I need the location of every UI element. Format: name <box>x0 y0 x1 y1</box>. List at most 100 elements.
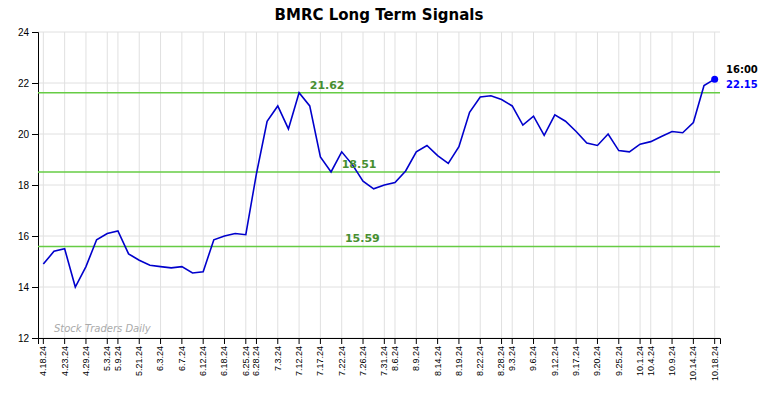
x-tick-mark <box>181 338 182 344</box>
x-grid-line <box>437 32 438 338</box>
reference-line <box>38 171 720 173</box>
x-tick-mark <box>501 338 502 344</box>
y-grid-line <box>38 134 720 135</box>
x-tick: 6.25.24 <box>241 338 251 376</box>
x-tick: 7.22.24 <box>337 338 347 376</box>
x-axis-line <box>39 339 721 345</box>
y-tick: 20 <box>18 129 38 140</box>
x-tick-mark <box>394 338 395 344</box>
y-tick: 14 <box>18 282 38 293</box>
x-tick-mark <box>117 338 118 344</box>
x-grid-line <box>43 32 44 338</box>
x-grid-line <box>107 32 108 338</box>
price-line <box>43 79 714 287</box>
x-tick-mark <box>576 338 577 344</box>
end-price-label: 22.15 <box>726 79 758 90</box>
x-tick-mark <box>512 338 513 344</box>
x-tick: 5.3.24 <box>102 338 112 371</box>
chart: BMRC Long Term Signals4.18.244.23.244.29… <box>0 0 784 398</box>
x-tick-mark <box>245 338 246 344</box>
x-grid-line <box>64 32 65 338</box>
x-tick-label: 7.17.24 <box>315 346 325 376</box>
x-tick: 5.21.24 <box>134 338 144 376</box>
x-tick: 8.19.24 <box>454 338 464 376</box>
x-tick: 7.31.24 <box>379 338 389 376</box>
y-tick-mark <box>32 338 38 339</box>
x-tick-mark <box>299 338 300 344</box>
x-grid-line <box>576 32 577 338</box>
x-grid-line <box>224 32 225 338</box>
x-tick: 5.9.24 <box>113 338 123 371</box>
y-tick: 12 <box>18 333 38 344</box>
x-grid-line <box>363 32 364 338</box>
y-tick-mark <box>32 185 38 186</box>
x-grid-line <box>672 32 673 338</box>
x-tick: 6.12.24 <box>198 338 208 376</box>
y-tick-label: 14 <box>18 282 30 293</box>
x-tick-label: 6.12.24 <box>198 346 208 376</box>
x-tick: 9.12.24 <box>550 338 560 376</box>
x-tick: 9.25.24 <box>614 338 624 376</box>
x-tick-label: 6.3.24 <box>155 346 165 371</box>
x-tick: 7.17.24 <box>315 338 325 376</box>
x-tick-mark <box>203 338 204 344</box>
x-tick-mark <box>363 338 364 344</box>
y-axis: 12141618202224 <box>18 27 39 344</box>
x-tick-label: 7.3.24 <box>273 346 283 371</box>
x-tick-label: 4.18.24 <box>38 346 48 376</box>
x-tick-label: 8.19.24 <box>454 346 464 376</box>
x-tick: 9.6.24 <box>528 338 538 371</box>
x-tick-label: 10.1.24 <box>635 346 645 376</box>
y-tick-mark <box>32 32 38 33</box>
y-grid-line <box>38 287 720 288</box>
x-tick: 4.18.24 <box>38 338 48 376</box>
x-tick-label: 8.9.24 <box>411 346 421 371</box>
x-tick-label: 10.9.24 <box>667 346 677 376</box>
x-grid-line <box>203 32 204 338</box>
x-tick-mark <box>554 338 555 344</box>
x-grid-line <box>245 32 246 338</box>
x-tick-label: 6.28.24 <box>251 346 261 376</box>
x-tick-mark <box>714 338 715 344</box>
y-tick: 18 <box>18 180 38 191</box>
x-tick-mark <box>384 338 385 344</box>
y-grid-line <box>38 185 720 186</box>
y-tick: 22 <box>18 78 38 89</box>
x-grid-line <box>554 32 555 338</box>
y-tick-label: 22 <box>18 78 30 89</box>
x-tick: 8.22.24 <box>475 338 485 376</box>
end-dot <box>711 76 718 83</box>
x-tick: 8.14.24 <box>432 338 442 376</box>
y-tick-label: 20 <box>18 129 30 140</box>
reference-line <box>38 92 720 94</box>
x-grid-line <box>139 32 140 338</box>
x-tick-label: 7.12.24 <box>294 346 304 376</box>
reference-label: 18.51 <box>342 158 377 171</box>
x-tick-label: 6.18.24 <box>219 346 229 376</box>
x-axis: 4.18.244.23.244.29.245.3.245.9.245.21.24… <box>38 338 720 381</box>
x-tick-mark <box>437 338 438 344</box>
x-tick-mark <box>64 338 65 344</box>
x-tick-mark <box>341 338 342 344</box>
x-tick-label: 8.6.24 <box>390 346 400 371</box>
x-tick-label: 8.28.24 <box>496 346 506 376</box>
y-tick-mark <box>32 287 38 288</box>
x-tick-label: 9.20.24 <box>592 346 602 376</box>
x-tick: 10.9.24 <box>667 338 677 376</box>
x-tick-mark <box>640 338 641 344</box>
plot: 4.18.244.23.244.29.245.3.245.9.245.21.24… <box>18 27 758 381</box>
x-grid-line <box>394 32 395 338</box>
marks <box>38 76 720 287</box>
x-tick-label: 10.14.24 <box>688 346 698 381</box>
x-tick-label: 4.23.24 <box>60 346 70 376</box>
x-grid-line <box>618 32 619 338</box>
x-grid-line <box>501 32 502 338</box>
x-tick-mark <box>693 338 694 344</box>
x-tick-label: 10.18.24 <box>710 346 720 381</box>
y-grid-line <box>38 83 720 84</box>
y-tick-mark <box>32 236 38 237</box>
x-tick-mark <box>597 338 598 344</box>
x-grid-line <box>256 32 257 338</box>
y-tick-label: 16 <box>18 231 30 242</box>
x-tick-label: 7.31.24 <box>379 346 389 376</box>
